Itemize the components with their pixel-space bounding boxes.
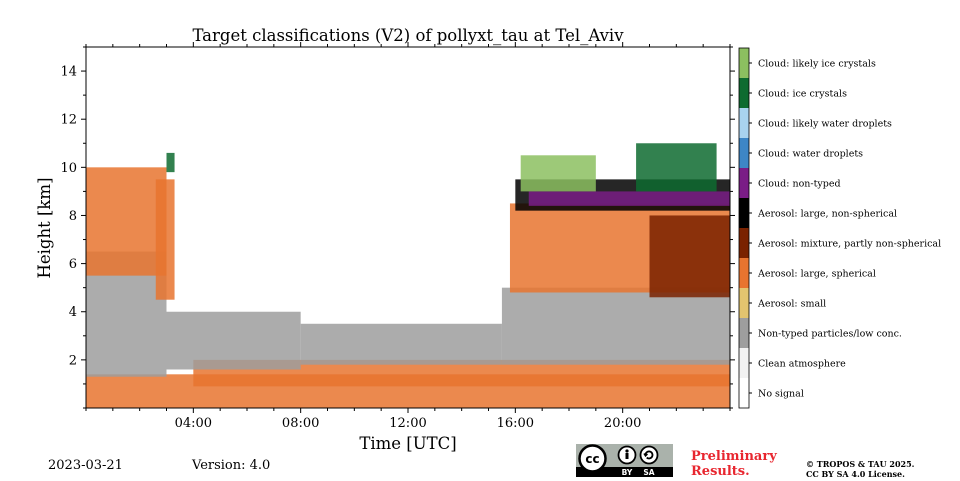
y-tick-label: 14: [60, 65, 77, 80]
by-mark: BY: [622, 468, 633, 477]
colorbar-frame: [738, 47, 750, 409]
x-axis-label: Time [UTC]: [359, 434, 456, 453]
colorbar-label: Aerosol: small: [757, 299, 826, 310]
copyright-line-1: © TROPOS & TAU 2025.: [806, 459, 915, 469]
copyright-line-2: CC BY SA 4.0 License.: [806, 469, 905, 479]
class-layer-10: [649, 215, 730, 298]
y-tick-label: 6: [69, 257, 77, 272]
class-layer-13: [520, 155, 596, 192]
y-tick-label: 4: [69, 305, 77, 320]
colorbar-swatch: [739, 228, 749, 258]
class-layer-8: [501, 287, 730, 365]
class-layer-3: [86, 167, 167, 276]
y-axis: 2 4 6 8 10 12 14: [60, 46, 735, 409]
colorbar-swatch: [739, 348, 749, 378]
x-tick-label: 20:00: [604, 416, 641, 431]
y-tick-label: 10: [60, 161, 77, 176]
class-layer-14: [636, 143, 717, 192]
sa-mark: SA: [643, 468, 654, 477]
class-layer-12: [528, 191, 730, 206]
class-layer-7: [300, 323, 502, 365]
colorbar-label: Cloud: likely ice crystals: [758, 59, 876, 70]
class-layer-5: [166, 152, 175, 173]
colorbar-label: Non-typed particles/low conc.: [758, 329, 902, 340]
colorbar-label: Cloud: likely water droplets: [758, 119, 892, 130]
footer-version: Version: 4.0: [192, 458, 271, 473]
copyright-notice: © TROPOS & TAU 2025. CC BY SA 4.0 Licens…: [806, 459, 956, 479]
colorbar-legend: No signal Clean atmosphere Non-typed parti…: [738, 47, 941, 409]
creative-commons-badge-icon: cc BY SA: [576, 444, 673, 477]
x-tick-label: 16:00: [497, 416, 534, 431]
plot-area: [86, 143, 730, 408]
preliminary-line-1: Preliminary: [691, 449, 777, 464]
x-axis: 04:00 08:00 12:00 16:00 20:00: [85, 42, 731, 431]
x-tick-label: 08:00: [282, 416, 319, 431]
colorbar-swatch: [739, 318, 749, 348]
colorbar-label: Aerosol: large, spherical: [757, 269, 876, 280]
colorbar-swatch: [739, 288, 749, 318]
colorbar-label: Cloud: non-typed: [758, 179, 841, 190]
preliminary-notice: Preliminary Results.: [691, 449, 801, 479]
colorbar-label: Aerosol: large, non-spherical: [757, 209, 897, 220]
class-layer-4: [155, 179, 175, 300]
y-tick-label: 2: [69, 353, 77, 368]
colorbar-swatch: [739, 258, 749, 288]
colorbar-swatch: [739, 78, 749, 108]
colorbar-swatch: [739, 138, 749, 168]
footer-date: 2023-03-21: [48, 458, 123, 473]
y-axis-label: Height [km]: [35, 177, 54, 278]
x-tick-label: 04:00: [175, 416, 212, 431]
colorbar-swatch: [739, 168, 749, 198]
y-tick-label: 12: [60, 113, 77, 128]
colorbar-label: No signal: [758, 389, 804, 400]
colorbar-swatch: [739, 48, 749, 78]
colorbar-label: Cloud: ice crystals: [758, 89, 847, 100]
chart-title: Target classifications (V2) of pollyxt_t…: [192, 26, 624, 45]
colorbar-swatch: [739, 198, 749, 228]
preliminary-line-2: Results.: [691, 464, 750, 479]
x-tick-label: 12:00: [389, 416, 426, 431]
cc-mark: cc: [585, 452, 599, 466]
class-layer-6: [166, 311, 301, 370]
colorbar-label: Cloud: water droplets: [758, 149, 863, 160]
y-tick-label: 8: [69, 209, 77, 224]
colorbar-label: Clean atmosphere: [758, 359, 846, 370]
colorbar-swatch: [739, 108, 749, 138]
colorbar-swatch: [739, 378, 749, 408]
colorbar-label: Aerosol: mixture, partly non-spherical: [757, 239, 941, 250]
